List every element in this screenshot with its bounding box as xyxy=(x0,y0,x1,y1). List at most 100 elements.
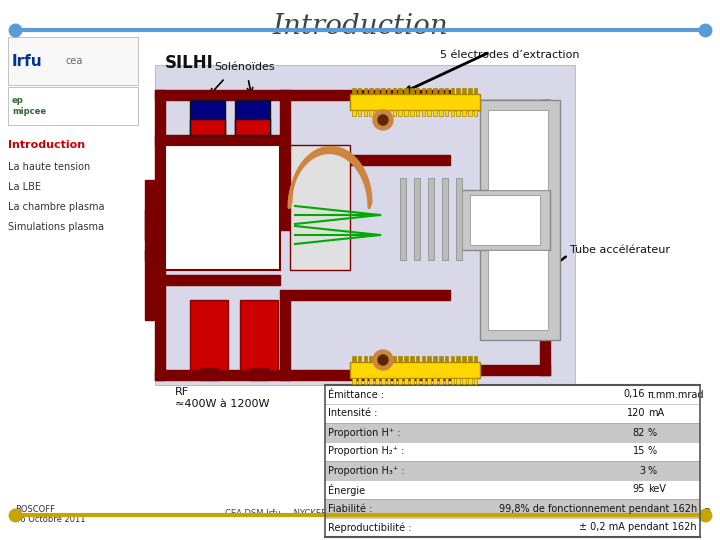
Text: cea: cea xyxy=(65,56,82,66)
Bar xyxy=(450,365,550,375)
Bar xyxy=(433,378,437,384)
Bar xyxy=(155,90,165,380)
Bar xyxy=(381,88,384,94)
Bar xyxy=(439,88,443,94)
Text: Proportion H₃⁺ :: Proportion H₃⁺ : xyxy=(328,465,405,476)
Bar xyxy=(456,378,460,384)
Text: La LBE: La LBE xyxy=(8,182,41,192)
Bar xyxy=(398,110,402,116)
Bar xyxy=(416,110,419,116)
Text: SILHI: SILHI xyxy=(165,54,214,72)
Bar xyxy=(428,178,434,260)
Text: keV: keV xyxy=(648,484,666,495)
Bar xyxy=(352,356,356,362)
Bar xyxy=(369,356,373,362)
Bar xyxy=(325,461,700,480)
Text: Fiabilité :: Fiabilité : xyxy=(328,503,372,514)
Bar xyxy=(400,178,406,260)
Bar xyxy=(445,356,449,362)
Bar xyxy=(325,518,700,537)
Bar xyxy=(240,300,278,370)
Text: Simulations plasma: Simulations plasma xyxy=(8,222,104,232)
Bar xyxy=(428,356,431,362)
Bar xyxy=(404,356,408,362)
Bar xyxy=(165,145,280,270)
Circle shape xyxy=(373,350,393,370)
Bar xyxy=(410,356,413,362)
Bar xyxy=(451,88,454,94)
Bar xyxy=(456,110,460,116)
Text: 3: 3 xyxy=(639,465,645,476)
Text: 82: 82 xyxy=(633,428,645,437)
Bar xyxy=(350,94,480,110)
Text: Reproductibilité :: Reproductibilité : xyxy=(328,522,412,533)
Bar xyxy=(250,368,268,380)
Bar xyxy=(387,378,390,384)
Text: 0,16: 0,16 xyxy=(624,389,645,400)
Text: %: % xyxy=(648,428,657,437)
Bar xyxy=(410,88,413,94)
Text: ± 0,2 mA pendant 162h: ± 0,2 mA pendant 162h xyxy=(580,523,697,532)
Bar xyxy=(235,119,270,135)
Circle shape xyxy=(378,115,388,125)
Bar xyxy=(358,356,361,362)
Bar xyxy=(422,356,425,362)
Bar xyxy=(352,110,356,116)
Text: π.mm.mrad: π.mm.mrad xyxy=(648,389,704,400)
Text: Proportion H₂⁺ :: Proportion H₂⁺ : xyxy=(328,447,405,456)
Bar xyxy=(369,88,373,94)
Bar xyxy=(381,378,384,384)
Bar xyxy=(155,90,450,100)
Bar xyxy=(155,275,280,285)
Bar xyxy=(350,362,480,378)
Circle shape xyxy=(378,355,388,365)
Text: 95: 95 xyxy=(633,484,645,495)
Bar xyxy=(445,88,449,94)
Text: La chambre plasma: La chambre plasma xyxy=(8,202,104,212)
Bar xyxy=(364,88,367,94)
Text: Tube accélérateur: Tube accélérateur xyxy=(570,245,670,255)
Bar xyxy=(387,356,390,362)
Bar xyxy=(416,356,419,362)
Bar xyxy=(8,37,138,85)
Bar xyxy=(155,370,450,380)
Circle shape xyxy=(373,110,393,130)
Bar xyxy=(369,378,373,384)
Text: Énergie: Énergie xyxy=(328,483,365,496)
Bar xyxy=(200,368,218,380)
Bar xyxy=(364,110,367,116)
Bar xyxy=(155,135,280,145)
Bar xyxy=(404,110,408,116)
Bar xyxy=(422,378,425,384)
Bar xyxy=(392,378,396,384)
Bar xyxy=(410,110,413,116)
Text: 120: 120 xyxy=(626,408,645,418)
Bar xyxy=(352,88,356,94)
Bar xyxy=(280,300,290,380)
Bar xyxy=(468,110,472,116)
Bar xyxy=(375,110,379,116)
Bar xyxy=(358,110,361,116)
Text: Proportion H⁺ :: Proportion H⁺ : xyxy=(328,428,400,437)
Bar xyxy=(375,88,379,94)
Bar xyxy=(439,378,443,384)
Bar xyxy=(474,378,477,384)
Bar xyxy=(364,356,367,362)
Bar xyxy=(445,378,449,384)
Bar xyxy=(190,100,225,135)
Bar xyxy=(480,100,560,340)
Bar xyxy=(387,110,390,116)
Bar xyxy=(451,378,454,384)
Text: %: % xyxy=(648,465,657,476)
Bar xyxy=(392,110,396,116)
Text: %: % xyxy=(648,447,657,456)
Bar xyxy=(433,110,437,116)
Text: La haute tension: La haute tension xyxy=(8,162,90,172)
Bar xyxy=(290,145,350,270)
Bar xyxy=(190,300,228,370)
Text: 5 électrodes d’extraction: 5 électrodes d’extraction xyxy=(440,50,580,60)
Bar xyxy=(8,87,138,125)
Text: 99,8% de fonctionnement pendant 162h: 99,8% de fonctionnement pendant 162h xyxy=(499,503,697,514)
Text: Intensité :: Intensité : xyxy=(328,408,377,418)
Text: RF
≈400W à 1200W: RF ≈400W à 1200W xyxy=(175,387,269,409)
